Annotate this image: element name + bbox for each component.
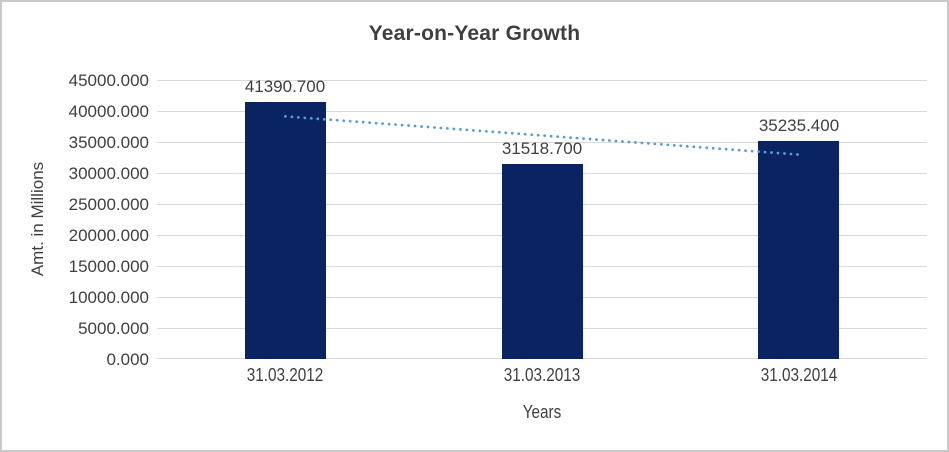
y-tick-label: 40000.000	[68, 102, 149, 121]
bar-31.03.2014	[758, 141, 839, 359]
x-tick-label: 31.03.2012	[246, 365, 324, 385]
bar-31.03.2013	[502, 164, 583, 359]
x-tick-label: 31.03.2013	[503, 365, 581, 385]
bar-31.03.2012	[245, 102, 326, 359]
gridline	[157, 111, 927, 112]
y-tick-label: 35000.000	[68, 133, 149, 152]
y-tick-label: 15000.000	[68, 257, 149, 276]
y-tick-label: 10000.000	[68, 288, 149, 307]
bar-value-label: 41390.700	[244, 77, 326, 96]
bar-value-label: 31518.700	[501, 139, 583, 158]
y-tick-label: 45000.000	[68, 71, 149, 90]
y-tick-label: 20000.000	[68, 226, 149, 245]
x-axis-title: Years	[522, 402, 562, 422]
plot-area	[157, 80, 927, 359]
y-tick-label: 25000.000	[68, 195, 149, 214]
y-tick-label: 30000.000	[68, 164, 149, 183]
y-tick-label: 5000.000	[78, 319, 149, 338]
chart-title: Year-on-Year Growth	[368, 22, 581, 45]
x-tick-label: 31.03.2014	[760, 365, 838, 385]
gridline	[157, 80, 927, 81]
bar-value-label: 35235.400	[758, 116, 840, 135]
y-tick-label: 0.000	[106, 350, 149, 369]
